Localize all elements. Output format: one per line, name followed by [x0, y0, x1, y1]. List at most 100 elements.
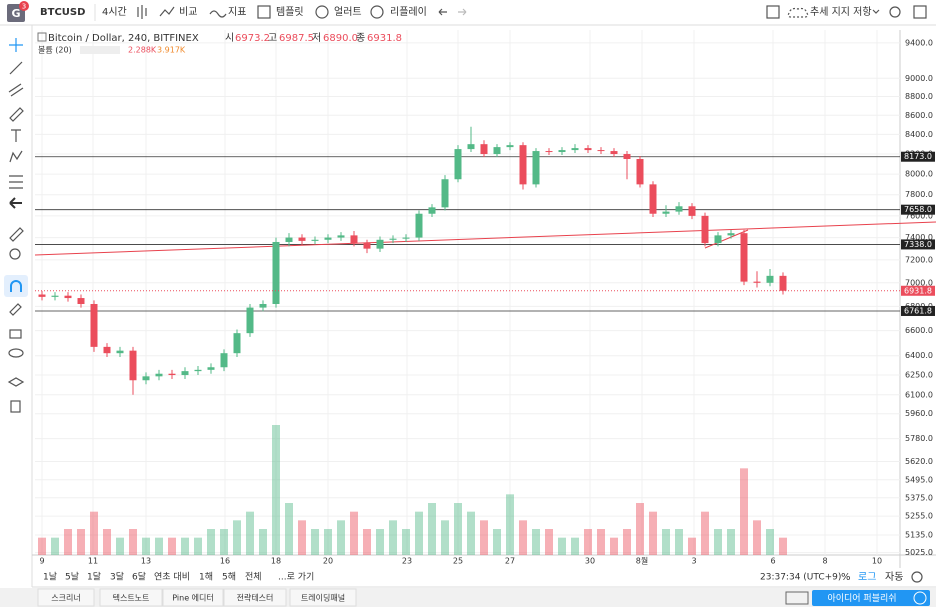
tab[interactable]: [99, 588, 163, 607]
goto-button[interactable]: ...로 가기: [278, 572, 314, 583]
tab[interactable]: [162, 588, 224, 607]
fullscreen-icon[interactable]: [913, 5, 927, 19]
indicators[interactable]: 지표: [228, 6, 246, 18]
y-tick-label: 5960.0: [905, 409, 933, 418]
lock-tool[interactable]: [9, 329, 22, 339]
fib-tool[interactable]: [9, 175, 23, 189]
candle-body: [155, 373, 163, 377]
candle-icon[interactable]: [137, 5, 147, 19]
brush-tool[interactable]: [9, 107, 24, 122]
range-button[interactable]: 6달: [132, 571, 146, 583]
candle-body: [675, 206, 683, 212]
settings-icon[interactable]: [911, 571, 923, 583]
publish-label: 아이디어 퍼블리쉬: [827, 593, 896, 604]
replay[interactable]: 리플레이: [390, 6, 427, 18]
range-button[interactable]: 5해: [222, 572, 236, 583]
active-tool-bg: [4, 275, 28, 297]
volume-bar: [675, 529, 683, 555]
line-tool[interactable]: [9, 61, 23, 75]
y-tick-label: 6400.0: [905, 351, 933, 360]
redo[interactable]: [458, 8, 467, 16]
x-tick-label: 18: [271, 557, 281, 566]
range-button[interactable]: 5날: [65, 572, 79, 583]
drawing-name[interactable]: 추세 지지 저항: [810, 6, 872, 18]
range-button[interactable]: 1달: [87, 571, 101, 583]
volume-bar: [194, 537, 202, 555]
log-toggle[interactable]: 로그: [858, 572, 876, 583]
candle-body: [532, 151, 540, 185]
magnet-tool[interactable]: [10, 280, 22, 292]
volume-bar: [363, 529, 371, 555]
checkbox[interactable]: [766, 5, 780, 19]
tab[interactable]: [289, 588, 357, 607]
y-tick-label: 6600.0: [905, 326, 933, 335]
volume-bar: [714, 529, 722, 555]
cloud-icon[interactable]: [787, 7, 809, 18]
candle-body: [519, 145, 527, 185]
volume-bar: [246, 511, 254, 555]
volume-bar: [519, 520, 527, 555]
range-button[interactable]: 3달: [110, 571, 124, 583]
candle-body: [779, 275, 787, 291]
dropdown[interactable]: [872, 9, 880, 14]
undo[interactable]: [438, 8, 447, 16]
legend-ohlc: 시 6973.2 고 6987.5 저 6890.0 종 6931.8: [225, 32, 402, 44]
level-label: 6761.8: [904, 306, 932, 315]
templates[interactable]: 템플릿: [276, 6, 304, 18]
y-tick-label: 5135.0: [905, 530, 933, 539]
measure-tool[interactable]: [9, 227, 24, 242]
range-button[interactable]: 1날: [43, 572, 57, 583]
candle-body: [493, 147, 501, 155]
settings-icon[interactable]: [889, 6, 901, 18]
candle-body: [142, 376, 150, 381]
clock: 23:37:34 (UTC+9): [760, 573, 841, 583]
play-icon: [913, 591, 927, 605]
candle-body: [168, 373, 176, 376]
compare-icon[interactable]: [159, 6, 175, 17]
range-button[interactable]: 전체: [245, 572, 262, 583]
eye-tool[interactable]: [8, 348, 24, 358]
indicator-icon[interactable]: [209, 10, 227, 18]
template-icon[interactable]: [257, 5, 271, 19]
volume-bar: [441, 520, 449, 555]
text-tool[interactable]: [11, 129, 21, 142]
volume-bar: [233, 520, 241, 555]
publish-button[interactable]: [812, 590, 930, 606]
range-button[interactable]: 연초 대비: [154, 572, 190, 583]
pattern-tool[interactable]: [9, 150, 23, 163]
volume-bar: [467, 511, 475, 555]
collapse-button[interactable]: [37, 32, 47, 42]
candle-body: [324, 237, 332, 240]
symbol[interactable]: BTCUSD: [40, 7, 85, 18]
alert-icon[interactable]: [315, 5, 329, 19]
candle-body: [623, 154, 631, 160]
camera-icon[interactable]: [785, 591, 809, 605]
zoom-tool[interactable]: [9, 248, 21, 260]
compare[interactable]: 비교: [179, 6, 197, 18]
volume-bar: [558, 537, 566, 555]
stay-draw-tool[interactable]: [9, 303, 22, 316]
legend-buttons[interactable]: [80, 46, 120, 54]
pitchfork-tool[interactable]: [8, 83, 24, 97]
trash-tool[interactable]: [10, 400, 21, 413]
back-tool[interactable]: [9, 197, 22, 209]
candle-body: [402, 237, 410, 239]
range-button[interactable]: 1해: [199, 572, 213, 583]
tab[interactable]: [37, 588, 95, 607]
crosshair-tool[interactable]: [9, 38, 23, 52]
candle-body: [38, 294, 46, 297]
layers-tool[interactable]: [7, 377, 25, 387]
candle-body: [220, 353, 228, 368]
percent-toggle[interactable]: %: [841, 572, 851, 583]
replay-icon[interactable]: [370, 5, 384, 19]
candle-body: [727, 233, 735, 236]
candle-body: [740, 233, 748, 282]
candle-body: [103, 346, 111, 354]
tab[interactable]: [223, 588, 287, 607]
alerts[interactable]: 얼러트: [334, 6, 362, 18]
interval[interactable]: 4시간: [102, 6, 127, 18]
x-tick-label: 8: [822, 557, 827, 566]
candle-body: [129, 350, 137, 381]
auto-toggle[interactable]: 자동: [885, 571, 903, 583]
